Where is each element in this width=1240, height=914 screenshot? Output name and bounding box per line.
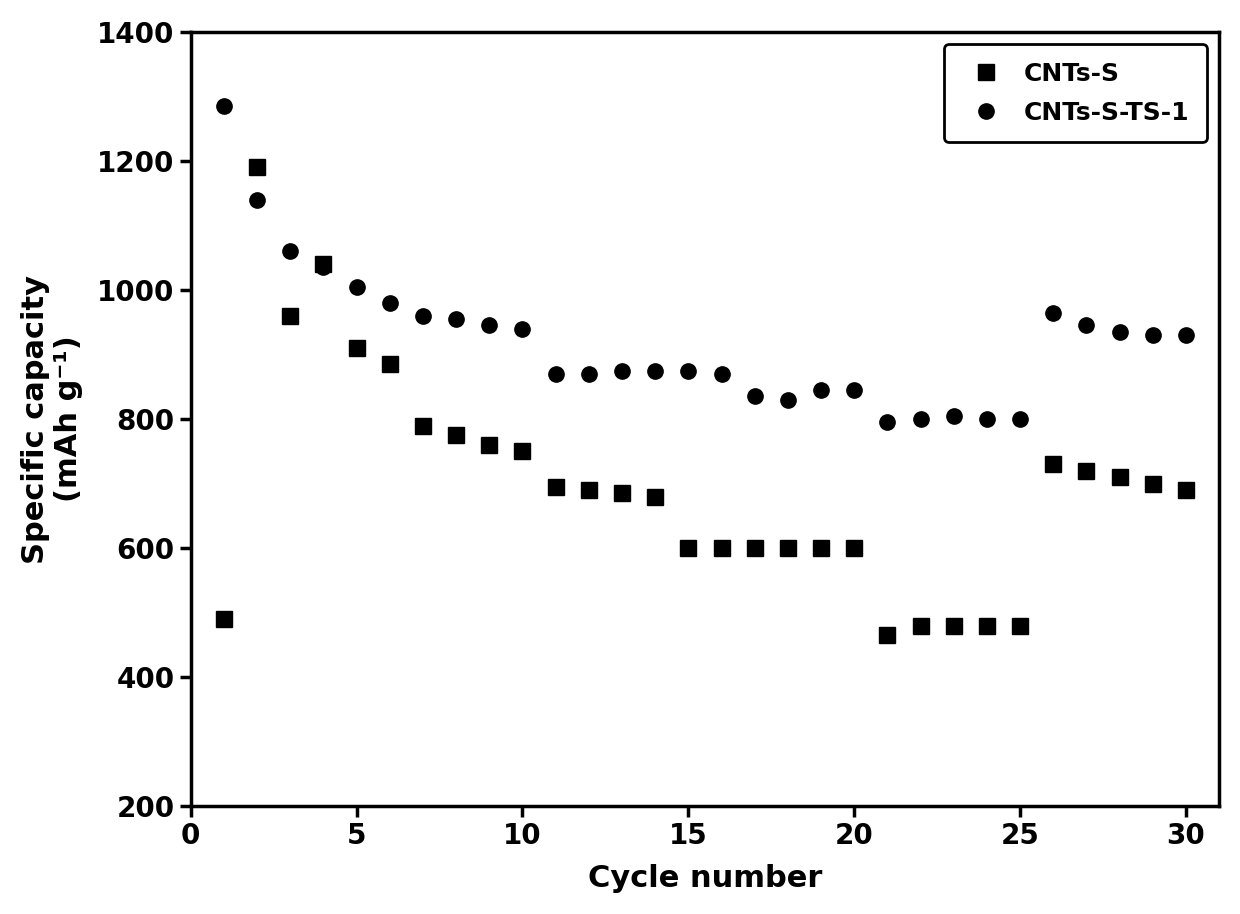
CNTs-S: [1079, 465, 1094, 476]
CNTs-S-TS-1: [880, 417, 895, 428]
CNTs-S: [780, 543, 795, 554]
CNTs-S: [1178, 484, 1193, 495]
CNTs-S-TS-1: [582, 368, 596, 379]
CNTs-S: [1112, 472, 1127, 483]
CNTs-S: [1146, 478, 1161, 489]
CNTs-S: [217, 613, 232, 624]
Y-axis label: Specific capacity
(mAh g⁻¹): Specific capacity (mAh g⁻¹): [21, 274, 83, 564]
CNTs-S-TS-1: [415, 311, 430, 322]
CNTs-S-TS-1: [1079, 320, 1094, 331]
CNTs-S-TS-1: [350, 282, 365, 292]
CNTs-S-TS-1: [780, 394, 795, 405]
CNTs-S-TS-1: [515, 324, 529, 335]
CNTs-S: [482, 440, 497, 451]
CNTs-S-TS-1: [980, 414, 994, 425]
CNTs-S: [582, 484, 596, 495]
CNTs-S: [350, 343, 365, 354]
CNTs-S-TS-1: [1146, 330, 1161, 341]
CNTs-S: [283, 311, 298, 322]
CNTs-S-TS-1: [813, 385, 828, 396]
CNTs-S: [681, 543, 696, 554]
CNTs-S-TS-1: [913, 414, 928, 425]
CNTs-S-TS-1: [249, 194, 264, 205]
CNTs-S-TS-1: [615, 366, 630, 377]
CNTs-S-TS-1: [1045, 307, 1060, 318]
CNTs-S: [615, 488, 630, 499]
CNTs-S-TS-1: [946, 410, 961, 421]
CNTs-S: [647, 491, 662, 502]
X-axis label: Cycle number: Cycle number: [588, 864, 822, 893]
CNTs-S-TS-1: [714, 368, 729, 379]
CNTs-S: [415, 420, 430, 431]
Legend: CNTs-S, CNTs-S-TS-1: CNTs-S, CNTs-S-TS-1: [944, 45, 1207, 143]
CNTs-S-TS-1: [482, 320, 497, 331]
CNTs-S: [548, 482, 563, 493]
CNTs-S-TS-1: [1178, 330, 1193, 341]
CNTs-S: [449, 430, 464, 441]
CNTs-S: [946, 620, 961, 631]
CNTs-S-TS-1: [847, 385, 862, 396]
CNTs-S-TS-1: [1013, 414, 1028, 425]
CNTs-S-TS-1: [748, 391, 763, 402]
CNTs-S-TS-1: [217, 101, 232, 112]
Line: CNTs-S: CNTs-S: [216, 160, 1194, 643]
CNTs-S-TS-1: [681, 366, 696, 377]
CNTs-S: [316, 259, 331, 270]
CNTs-S-TS-1: [548, 368, 563, 379]
CNTs-S: [515, 446, 529, 457]
CNTs-S-TS-1: [316, 262, 331, 273]
CNTs-S: [980, 620, 994, 631]
CNTs-S: [382, 358, 397, 369]
CNTs-S: [1013, 620, 1028, 631]
Line: CNTs-S-TS-1: CNTs-S-TS-1: [216, 99, 1194, 430]
CNTs-S-TS-1: [647, 366, 662, 377]
CNTs-S: [880, 630, 895, 641]
CNTs-S: [748, 543, 763, 554]
CNTs-S-TS-1: [1112, 326, 1127, 337]
CNTs-S-TS-1: [283, 246, 298, 257]
CNTs-S: [913, 620, 928, 631]
CNTs-S: [1045, 459, 1060, 470]
CNTs-S-TS-1: [382, 297, 397, 308]
CNTs-S: [714, 543, 729, 554]
CNTs-S: [813, 543, 828, 554]
CNTs-S: [847, 543, 862, 554]
CNTs-S-TS-1: [449, 314, 464, 324]
CNTs-S: [249, 162, 264, 173]
